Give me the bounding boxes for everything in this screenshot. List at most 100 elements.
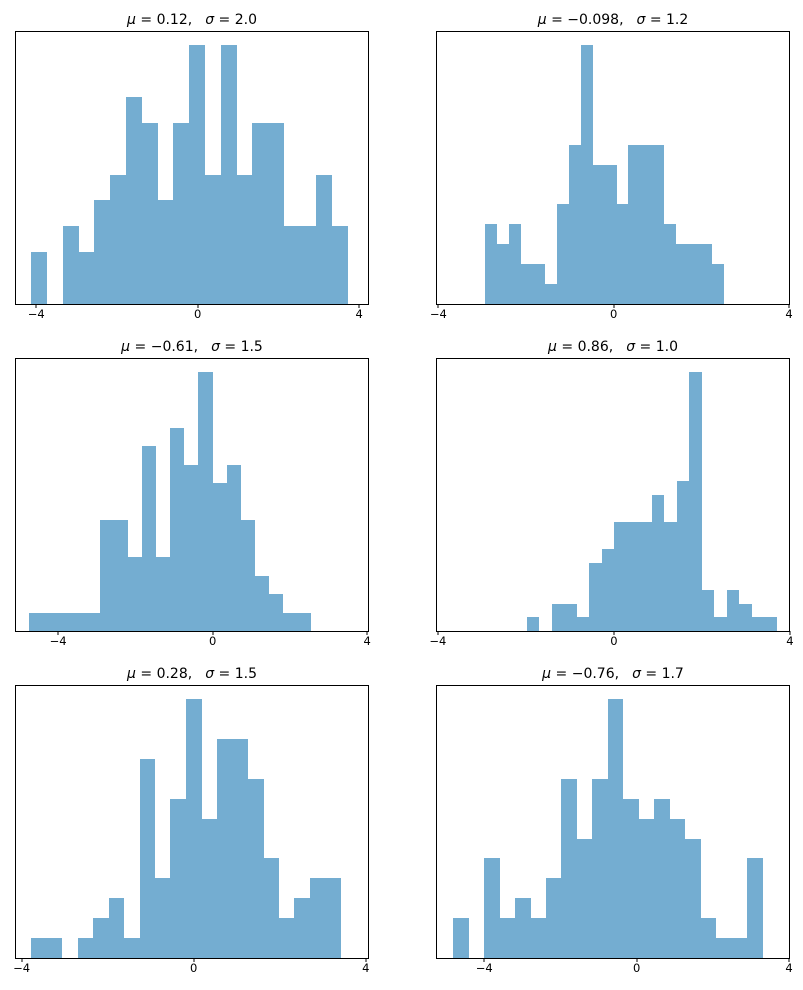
histogram-bar bbox=[127, 557, 143, 631]
histogram-bar bbox=[110, 174, 127, 304]
histogram-bar bbox=[220, 45, 237, 304]
sigma-value: = 1.5 bbox=[219, 339, 263, 355]
x-axis-tick bbox=[789, 631, 791, 635]
x-axis-tick-label: −4 bbox=[27, 307, 45, 321]
subplot-6-plot-area: μ = −0.76, σ = 1.7 −4 0 4 bbox=[436, 667, 793, 974]
histogram-bar bbox=[30, 252, 47, 304]
histogram-bar bbox=[626, 521, 640, 631]
histogram-bar bbox=[297, 612, 312, 631]
histogram-bar bbox=[216, 738, 233, 958]
histogram-bar bbox=[315, 174, 332, 304]
histogram-bar bbox=[530, 918, 546, 958]
histogram-bar bbox=[141, 122, 158, 304]
sigma-symbol: σ bbox=[205, 666, 215, 682]
histogram-bar bbox=[156, 557, 171, 631]
subplot-1-title: μ = 0.12, σ = 2.0 bbox=[16, 13, 368, 27]
mu-symbol: μ bbox=[537, 12, 547, 28]
histogram-bar bbox=[676, 481, 690, 631]
histogram-bar bbox=[157, 200, 174, 304]
subplot-4-title: μ = 0.86, σ = 1.0 bbox=[437, 340, 789, 354]
histogram-bar bbox=[688, 244, 701, 304]
histogram-bar bbox=[71, 612, 86, 631]
mu-value: = 0.86, bbox=[556, 339, 614, 355]
x-axis-tick-label: 0 bbox=[632, 961, 641, 975]
histogram-bar bbox=[309, 878, 326, 958]
subplot-5-title: μ = 0.28, σ = 1.5 bbox=[16, 667, 368, 681]
x-axis-tick bbox=[366, 631, 368, 635]
histogram-bar bbox=[170, 427, 185, 631]
histogram-bar bbox=[185, 699, 202, 958]
sigma-value: = 1.7 bbox=[640, 666, 684, 682]
mu-symbol: μ bbox=[542, 666, 552, 682]
histogram-bar bbox=[31, 938, 47, 958]
histogram-bar bbox=[532, 264, 545, 304]
histogram-bar bbox=[173, 122, 190, 304]
histogram-bar bbox=[514, 898, 531, 958]
histogram-bar bbox=[701, 590, 715, 631]
histogram-bar bbox=[685, 838, 701, 958]
histogram-bar bbox=[589, 562, 602, 631]
histogram-bar bbox=[154, 878, 171, 958]
histogram-bar bbox=[232, 738, 249, 958]
histogram-bar bbox=[544, 284, 557, 304]
histogram-bar bbox=[739, 603, 752, 631]
histogram-bar bbox=[669, 818, 686, 958]
histogram-bar bbox=[628, 144, 641, 304]
x-axis-tick bbox=[365, 958, 367, 962]
histogram-bar bbox=[592, 778, 608, 958]
x-axis-tick bbox=[437, 304, 439, 308]
histogram-bar bbox=[726, 590, 740, 631]
histogram-bar bbox=[508, 224, 521, 304]
histogram-bar bbox=[499, 918, 516, 958]
histogram-bar bbox=[526, 617, 540, 631]
sigma-value: = 1.0 bbox=[635, 339, 678, 355]
histogram-bar bbox=[483, 858, 500, 958]
histogram-bar bbox=[198, 372, 213, 631]
histogram-bar bbox=[616, 204, 629, 304]
histogram-bar bbox=[654, 798, 670, 958]
subplot-6-title: μ = −0.76, σ = 1.7 bbox=[437, 667, 789, 681]
histogram-bar bbox=[263, 858, 280, 958]
histogram-bar bbox=[62, 226, 79, 304]
x-axis-tick bbox=[21, 958, 23, 962]
x-axis-tick bbox=[613, 304, 615, 308]
x-axis-tick bbox=[437, 631, 439, 635]
histogram-bar bbox=[714, 617, 727, 631]
sigma-value: = 1.2 bbox=[645, 12, 689, 28]
histogram-bar bbox=[236, 174, 253, 304]
histogram-bar bbox=[564, 603, 577, 631]
x-axis-tick-label: 4 bbox=[785, 961, 793, 975]
histogram-bar bbox=[77, 938, 94, 958]
histogram-bar bbox=[484, 224, 497, 304]
sigma-symbol: σ bbox=[632, 666, 641, 682]
histogram-bar bbox=[520, 264, 533, 304]
histogram-bar bbox=[170, 798, 187, 958]
histogram-bar bbox=[746, 858, 763, 958]
x-axis-tick-label: −4 bbox=[49, 634, 67, 648]
histogram-bar bbox=[556, 204, 569, 304]
histogram-bar bbox=[700, 244, 713, 304]
histogram-bar bbox=[108, 898, 125, 958]
histogram-bar bbox=[252, 122, 269, 304]
x-axis-tick-label: 0 bbox=[610, 634, 618, 648]
x-axis-tick-label: 0 bbox=[209, 634, 217, 648]
x-axis-tick-label: −4 bbox=[13, 961, 31, 975]
histogram-bar bbox=[568, 144, 581, 304]
histogram-bar bbox=[268, 122, 285, 304]
subplot-3-plot-area: μ = −0.61, σ = 1.5 −4 0 4 bbox=[15, 340, 371, 647]
mu-value: = −0.61, bbox=[130, 339, 199, 355]
histogram-bar bbox=[124, 938, 140, 958]
histogram-bar bbox=[551, 603, 565, 631]
histogram-bar bbox=[664, 224, 677, 304]
histogram-bar bbox=[576, 838, 593, 958]
histogram-bar bbox=[592, 164, 605, 304]
histogram-bar bbox=[576, 617, 590, 631]
histogram-bar bbox=[268, 594, 284, 631]
histogram-bar bbox=[664, 521, 677, 631]
x-axis-tick-label: 4 bbox=[786, 634, 794, 648]
subplot-5-plot-area: μ = 0.28, σ = 1.5 −4 0 4 bbox=[13, 667, 369, 974]
histogram-bar bbox=[93, 918, 109, 958]
x-axis-tick bbox=[483, 958, 485, 962]
histogram-bar bbox=[325, 878, 342, 958]
x-axis-tick bbox=[788, 958, 790, 962]
